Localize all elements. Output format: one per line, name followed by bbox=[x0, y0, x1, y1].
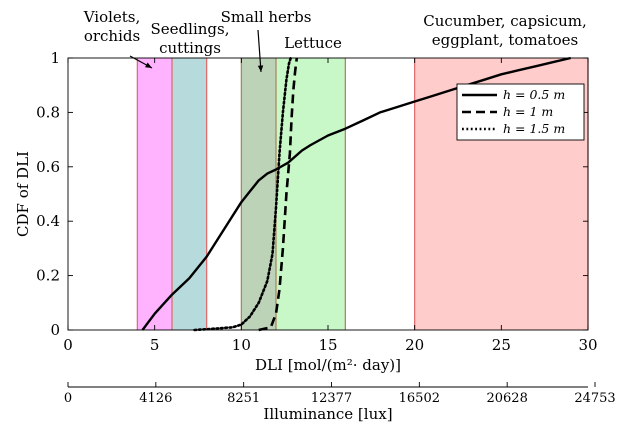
y-axis-label: CDF of DLI bbox=[14, 151, 32, 237]
legend-label-2: h = 1.5 m bbox=[503, 121, 565, 136]
x-tick-label-0: 0 bbox=[63, 336, 73, 354]
illum-tick-label-2: 8251 bbox=[227, 391, 260, 406]
y-tick-label-1: 0.2 bbox=[36, 267, 60, 285]
y-tick-label-5: 1 bbox=[50, 49, 60, 67]
x-tick-label-3: 15 bbox=[318, 336, 337, 354]
series-line-1 bbox=[258, 57, 299, 332]
herbs-arrow-line bbox=[257, 29, 262, 73]
band-label-4: Cucumber, capsicum, eggplant, tomatoes bbox=[423, 12, 586, 49]
y-tick-label-0: 0 bbox=[50, 321, 60, 339]
band-label-1: Seedlings, cuttings bbox=[151, 20, 230, 57]
legend-label-0: h = 0.5 m bbox=[503, 87, 565, 102]
series-line-2 bbox=[193, 56, 292, 332]
x-tick-label-2: 10 bbox=[232, 336, 251, 354]
series-line-0 bbox=[141, 56, 571, 331]
y-tick-label-4: 0.8 bbox=[36, 103, 60, 121]
x-axis-label: DLI [mol/(m²· day)] bbox=[255, 356, 401, 374]
illuminance-axis: 0 4126 8251 12377 16502 20628 24753 Illuminance… bbox=[64, 382, 616, 423]
illum-tick-label-5: 20628 bbox=[486, 391, 527, 406]
y-tick-label-3: 0.6 bbox=[36, 158, 60, 176]
x-tick-label-6: 30 bbox=[578, 336, 597, 354]
band-0 bbox=[137, 58, 172, 330]
axes: 0 5 10 15 20 25 30 0 0.2 0.4 0.6 0.8 1 DLI [mol/(m²· … bbox=[14, 49, 598, 374]
legend-label-1: h = 1 m bbox=[503, 104, 553, 119]
violets-arrow-head bbox=[145, 62, 152, 68]
band-1 bbox=[172, 58, 207, 330]
x-tick-label-5: 25 bbox=[492, 336, 511, 354]
cdf-series bbox=[141, 56, 571, 332]
band-label-0: Violets, orchids bbox=[83, 8, 141, 45]
x-tick-label-1: 5 bbox=[150, 336, 160, 354]
illum-tick-label-4: 16502 bbox=[399, 391, 440, 406]
illum-tick-label-0: 0 bbox=[64, 391, 72, 406]
illum-tick-label-1: 4126 bbox=[139, 391, 172, 406]
band-label-2: Small herbs bbox=[221, 8, 312, 26]
x-tick-label-4: 20 bbox=[405, 336, 424, 354]
illum-tick-label-3: 12377 bbox=[311, 391, 352, 406]
illuminance-axis-label: Illuminance [lux] bbox=[263, 405, 392, 423]
legend: h = 0.5 m h = 1 m h = 1.5 m bbox=[456, 83, 585, 141]
y-tick-label-2: 0.4 bbox=[36, 212, 60, 230]
illum-tick-label-6: 24753 bbox=[574, 391, 615, 406]
herbs-arrow-head bbox=[257, 65, 264, 72]
band-label-3: Lettuce bbox=[284, 34, 342, 52]
